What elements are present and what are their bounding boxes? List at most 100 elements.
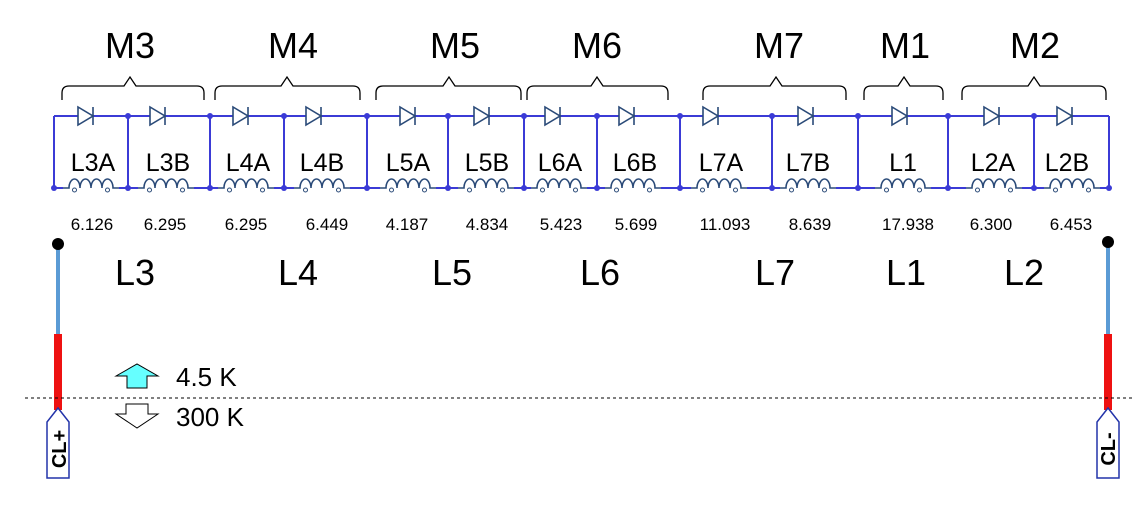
inductor-icon [137,175,195,193]
legend-cold-label: 300 K [176,402,245,432]
brace-m1 [863,75,944,100]
junction-dot [677,185,683,191]
diode-icon [232,105,250,127]
diode-icon [983,105,1001,127]
brace-m4 [214,75,361,100]
junction-dot [364,113,370,119]
coil-labels: L3A L3B L4A L4B L5A L5B L6A L6B L7A L7B … [71,149,1089,177]
inductor-icon [293,175,351,193]
junction-dot [125,185,131,191]
coil-label: L3B [146,149,190,177]
junction-dot [207,185,213,191]
diode-icon [1056,105,1074,127]
up-arrow-icon [114,363,160,389]
right-terminal-dot [1102,236,1114,248]
inductor-icon [690,175,748,193]
brace-m6 [526,75,669,100]
inductor-icon [379,175,437,193]
junction-dot [769,113,775,119]
magnet-label-m3: M3 [105,25,155,66]
cl-minus-label: CL- [1098,432,1120,465]
coil-label: L2B [1045,149,1089,177]
junction-dot [769,185,775,191]
diode-icon [149,105,167,127]
brace-m5 [375,75,522,100]
magnet-label-m5: M5 [430,25,480,66]
coil-value: 11.093 [700,215,751,234]
junction-dot [364,185,370,191]
coil-value: 8.639 [789,215,832,234]
coil-label: L5A [386,149,431,177]
diode-icon [473,105,491,127]
coil-label: L4A [226,149,271,177]
inductor-icon [457,175,515,193]
junction-dot [945,113,951,119]
junction-dot [855,185,861,191]
coil-value: 5.423 [540,215,583,234]
inductors [62,175,1101,193]
inductor-icon [530,175,588,193]
magnet-label-m7: M7 [754,25,804,66]
diodes [77,105,1074,127]
coil-label: L7A [699,149,744,177]
inductor-icon [874,175,932,193]
coil-value: 5.699 [615,215,658,234]
diode-icon [305,105,323,127]
magnet-label-m2: M2 [1010,25,1060,66]
junction-dot [594,113,600,119]
coil-value: 6.295 [225,215,268,234]
circuit-label: L3 [115,252,155,293]
junction-dot [594,185,600,191]
inductor-icon [965,175,1023,193]
junction-dot [207,113,213,119]
circuit-label: L2 [1004,252,1044,293]
circuit-label: L6 [580,252,620,293]
coil-value: 6.449 [306,215,349,234]
magnet-label-m4: M4 [268,25,318,66]
diode-icon [891,105,909,127]
brace-m2 [961,75,1107,100]
circuit-label: L5 [432,252,472,293]
junction-dot [855,113,861,119]
junction-dot [521,185,527,191]
coil-label: L2A [971,149,1016,177]
cl-minus-tag [1096,406,1120,479]
junction-dot [445,185,451,191]
coil-label: L6B [613,149,657,177]
junction-dot [945,185,951,191]
inductor-icon [779,175,837,193]
magnet-label-m1: M1 [880,25,930,66]
diode-icon [399,105,417,127]
circuit-label: L1 [886,252,926,293]
junction-dot [51,185,57,191]
coil-value: 6.126 [71,215,114,234]
coil-value: 4.834 [466,215,509,234]
coil-values: 6.126 6.295 6.295 6.449 4.187 4.834 5.42… [71,215,1093,234]
coil-label: L1 [889,149,917,177]
inductor-icon [1043,175,1101,193]
brace-m7 [702,75,847,100]
junction-dot [677,113,683,119]
junction-dot [521,113,527,119]
magnet-labels: M3 M4 M5 M6 M7 M1 M2 [105,25,1060,66]
coil-value: 4.187 [386,215,429,234]
coil-label: L5B [465,149,509,177]
legend-warm-label: 4.5 K [176,362,237,392]
inductor-icon [62,175,120,193]
coil-value: 17.938 [882,215,934,234]
coil-label: L7B [786,149,830,177]
circuit-label: L7 [755,252,795,293]
left-terminal-dot [52,238,64,250]
diode-icon [797,105,815,127]
cl-plus-label: CL+ [49,430,71,468]
diode-icon [618,105,636,127]
coil-value: 6.295 [144,215,187,234]
coil-label: L6A [538,149,583,177]
coil-label: L4B [300,149,344,177]
brace-m3 [61,75,205,100]
cl-plus-tag [46,406,70,479]
down-arrow-icon [114,403,160,429]
current-leads [52,236,1114,410]
junction-dots [51,113,1112,191]
junction-dot [281,113,287,119]
